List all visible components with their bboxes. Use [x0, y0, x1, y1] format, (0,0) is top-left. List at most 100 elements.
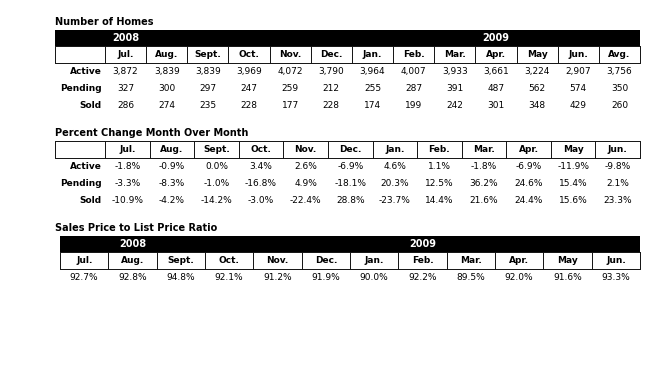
Bar: [516, 46, 558, 63]
Bar: [239, 141, 283, 158]
Text: 89.5%: 89.5%: [457, 273, 485, 282]
Text: Aug.: Aug.: [155, 50, 178, 59]
Bar: [105, 141, 150, 158]
Text: 24.6%: 24.6%: [514, 179, 543, 188]
Text: Jan.: Jan.: [365, 256, 384, 265]
Text: -23.7%: -23.7%: [379, 196, 411, 205]
Text: 4.9%: 4.9%: [294, 179, 317, 188]
Text: 228: 228: [323, 101, 340, 110]
Text: 300: 300: [158, 84, 175, 93]
Text: 36.2%: 36.2%: [470, 179, 499, 188]
Text: Pending: Pending: [60, 84, 102, 93]
Text: May: May: [527, 50, 548, 59]
Text: 23.3%: 23.3%: [604, 196, 632, 205]
Bar: [543, 252, 592, 269]
Text: -16.8%: -16.8%: [245, 179, 277, 188]
Text: Mar.: Mar.: [460, 256, 482, 265]
Text: -3.3%: -3.3%: [114, 179, 140, 188]
Bar: [60, 236, 640, 252]
Bar: [462, 141, 506, 158]
Bar: [328, 141, 373, 158]
Bar: [157, 252, 205, 269]
Bar: [150, 141, 194, 158]
Text: -4.2%: -4.2%: [159, 196, 185, 205]
Bar: [447, 252, 495, 269]
Text: May: May: [557, 256, 578, 265]
Text: -22.4%: -22.4%: [290, 196, 321, 205]
Bar: [55, 46, 640, 63]
Bar: [60, 252, 108, 269]
Text: 247: 247: [241, 84, 258, 93]
Text: 2.1%: 2.1%: [606, 179, 629, 188]
Text: Jan.: Jan.: [363, 50, 382, 59]
Text: 4.6%: 4.6%: [383, 162, 406, 171]
Text: -6.9%: -6.9%: [516, 162, 542, 171]
Text: Dec.: Dec.: [320, 50, 342, 59]
Text: 0.0%: 0.0%: [205, 162, 228, 171]
Bar: [417, 141, 462, 158]
Text: 90.0%: 90.0%: [359, 273, 388, 282]
Text: -8.3%: -8.3%: [159, 179, 185, 188]
Text: Sept.: Sept.: [203, 145, 230, 154]
Text: -10.9%: -10.9%: [112, 196, 143, 205]
Text: 235: 235: [199, 101, 216, 110]
Text: 260: 260: [611, 101, 628, 110]
Bar: [270, 46, 311, 63]
Text: Apr.: Apr.: [518, 145, 539, 154]
Text: 177: 177: [281, 101, 299, 110]
Text: 259: 259: [281, 84, 298, 93]
Text: 3,964: 3,964: [359, 67, 385, 76]
Text: 93.3%: 93.3%: [602, 273, 630, 282]
Text: 199: 199: [405, 101, 422, 110]
Text: 2008: 2008: [119, 239, 146, 249]
Text: 92.0%: 92.0%: [505, 273, 533, 282]
Text: Oct.: Oct.: [251, 145, 272, 154]
Text: 2009: 2009: [409, 239, 436, 249]
Text: 286: 286: [117, 101, 134, 110]
Text: 12.5%: 12.5%: [425, 179, 454, 188]
Text: 92.8%: 92.8%: [118, 273, 147, 282]
Bar: [558, 46, 599, 63]
Text: Sold: Sold: [80, 101, 102, 110]
Bar: [105, 46, 146, 63]
Text: 2,907: 2,907: [565, 67, 591, 76]
Text: Pending: Pending: [60, 179, 102, 188]
Text: Feb.: Feb.: [428, 145, 450, 154]
Bar: [311, 46, 352, 63]
Text: 255: 255: [364, 84, 381, 93]
Text: Nov.: Nov.: [279, 50, 301, 59]
Bar: [194, 141, 239, 158]
Text: 94.8%: 94.8%: [167, 273, 195, 282]
Text: 391: 391: [446, 84, 463, 93]
Bar: [398, 252, 447, 269]
Text: -1.8%: -1.8%: [114, 162, 140, 171]
Text: Jun.: Jun.: [568, 50, 588, 59]
Text: Number of Homes: Number of Homes: [55, 17, 154, 27]
Text: 242: 242: [446, 101, 463, 110]
Bar: [55, 141, 640, 158]
Text: -3.0%: -3.0%: [248, 196, 274, 205]
Text: Apr.: Apr.: [509, 256, 529, 265]
Text: 3,969: 3,969: [236, 67, 262, 76]
Text: Avg.: Avg.: [608, 50, 630, 59]
Bar: [55, 141, 105, 158]
Bar: [55, 30, 640, 46]
Bar: [596, 141, 640, 158]
Text: Jun.: Jun.: [608, 145, 628, 154]
Text: May: May: [563, 145, 583, 154]
Text: 3,661: 3,661: [483, 67, 509, 76]
Text: Oct.: Oct.: [218, 256, 239, 265]
Text: Mar.: Mar.: [444, 50, 466, 59]
Text: Feb.: Feb.: [403, 50, 424, 59]
Text: 487: 487: [487, 84, 504, 93]
Text: 15.4%: 15.4%: [559, 179, 587, 188]
Text: Jul.: Jul.: [117, 50, 134, 59]
Text: 429: 429: [570, 101, 586, 110]
Text: Jan.: Jan.: [385, 145, 405, 154]
Text: -0.9%: -0.9%: [159, 162, 185, 171]
Text: 3,756: 3,756: [607, 67, 632, 76]
Text: -14.2%: -14.2%: [201, 196, 232, 205]
Text: 91.6%: 91.6%: [553, 273, 582, 282]
Text: Percent Change Month Over Month: Percent Change Month Over Month: [55, 128, 249, 138]
Text: Jun.: Jun.: [606, 256, 626, 265]
